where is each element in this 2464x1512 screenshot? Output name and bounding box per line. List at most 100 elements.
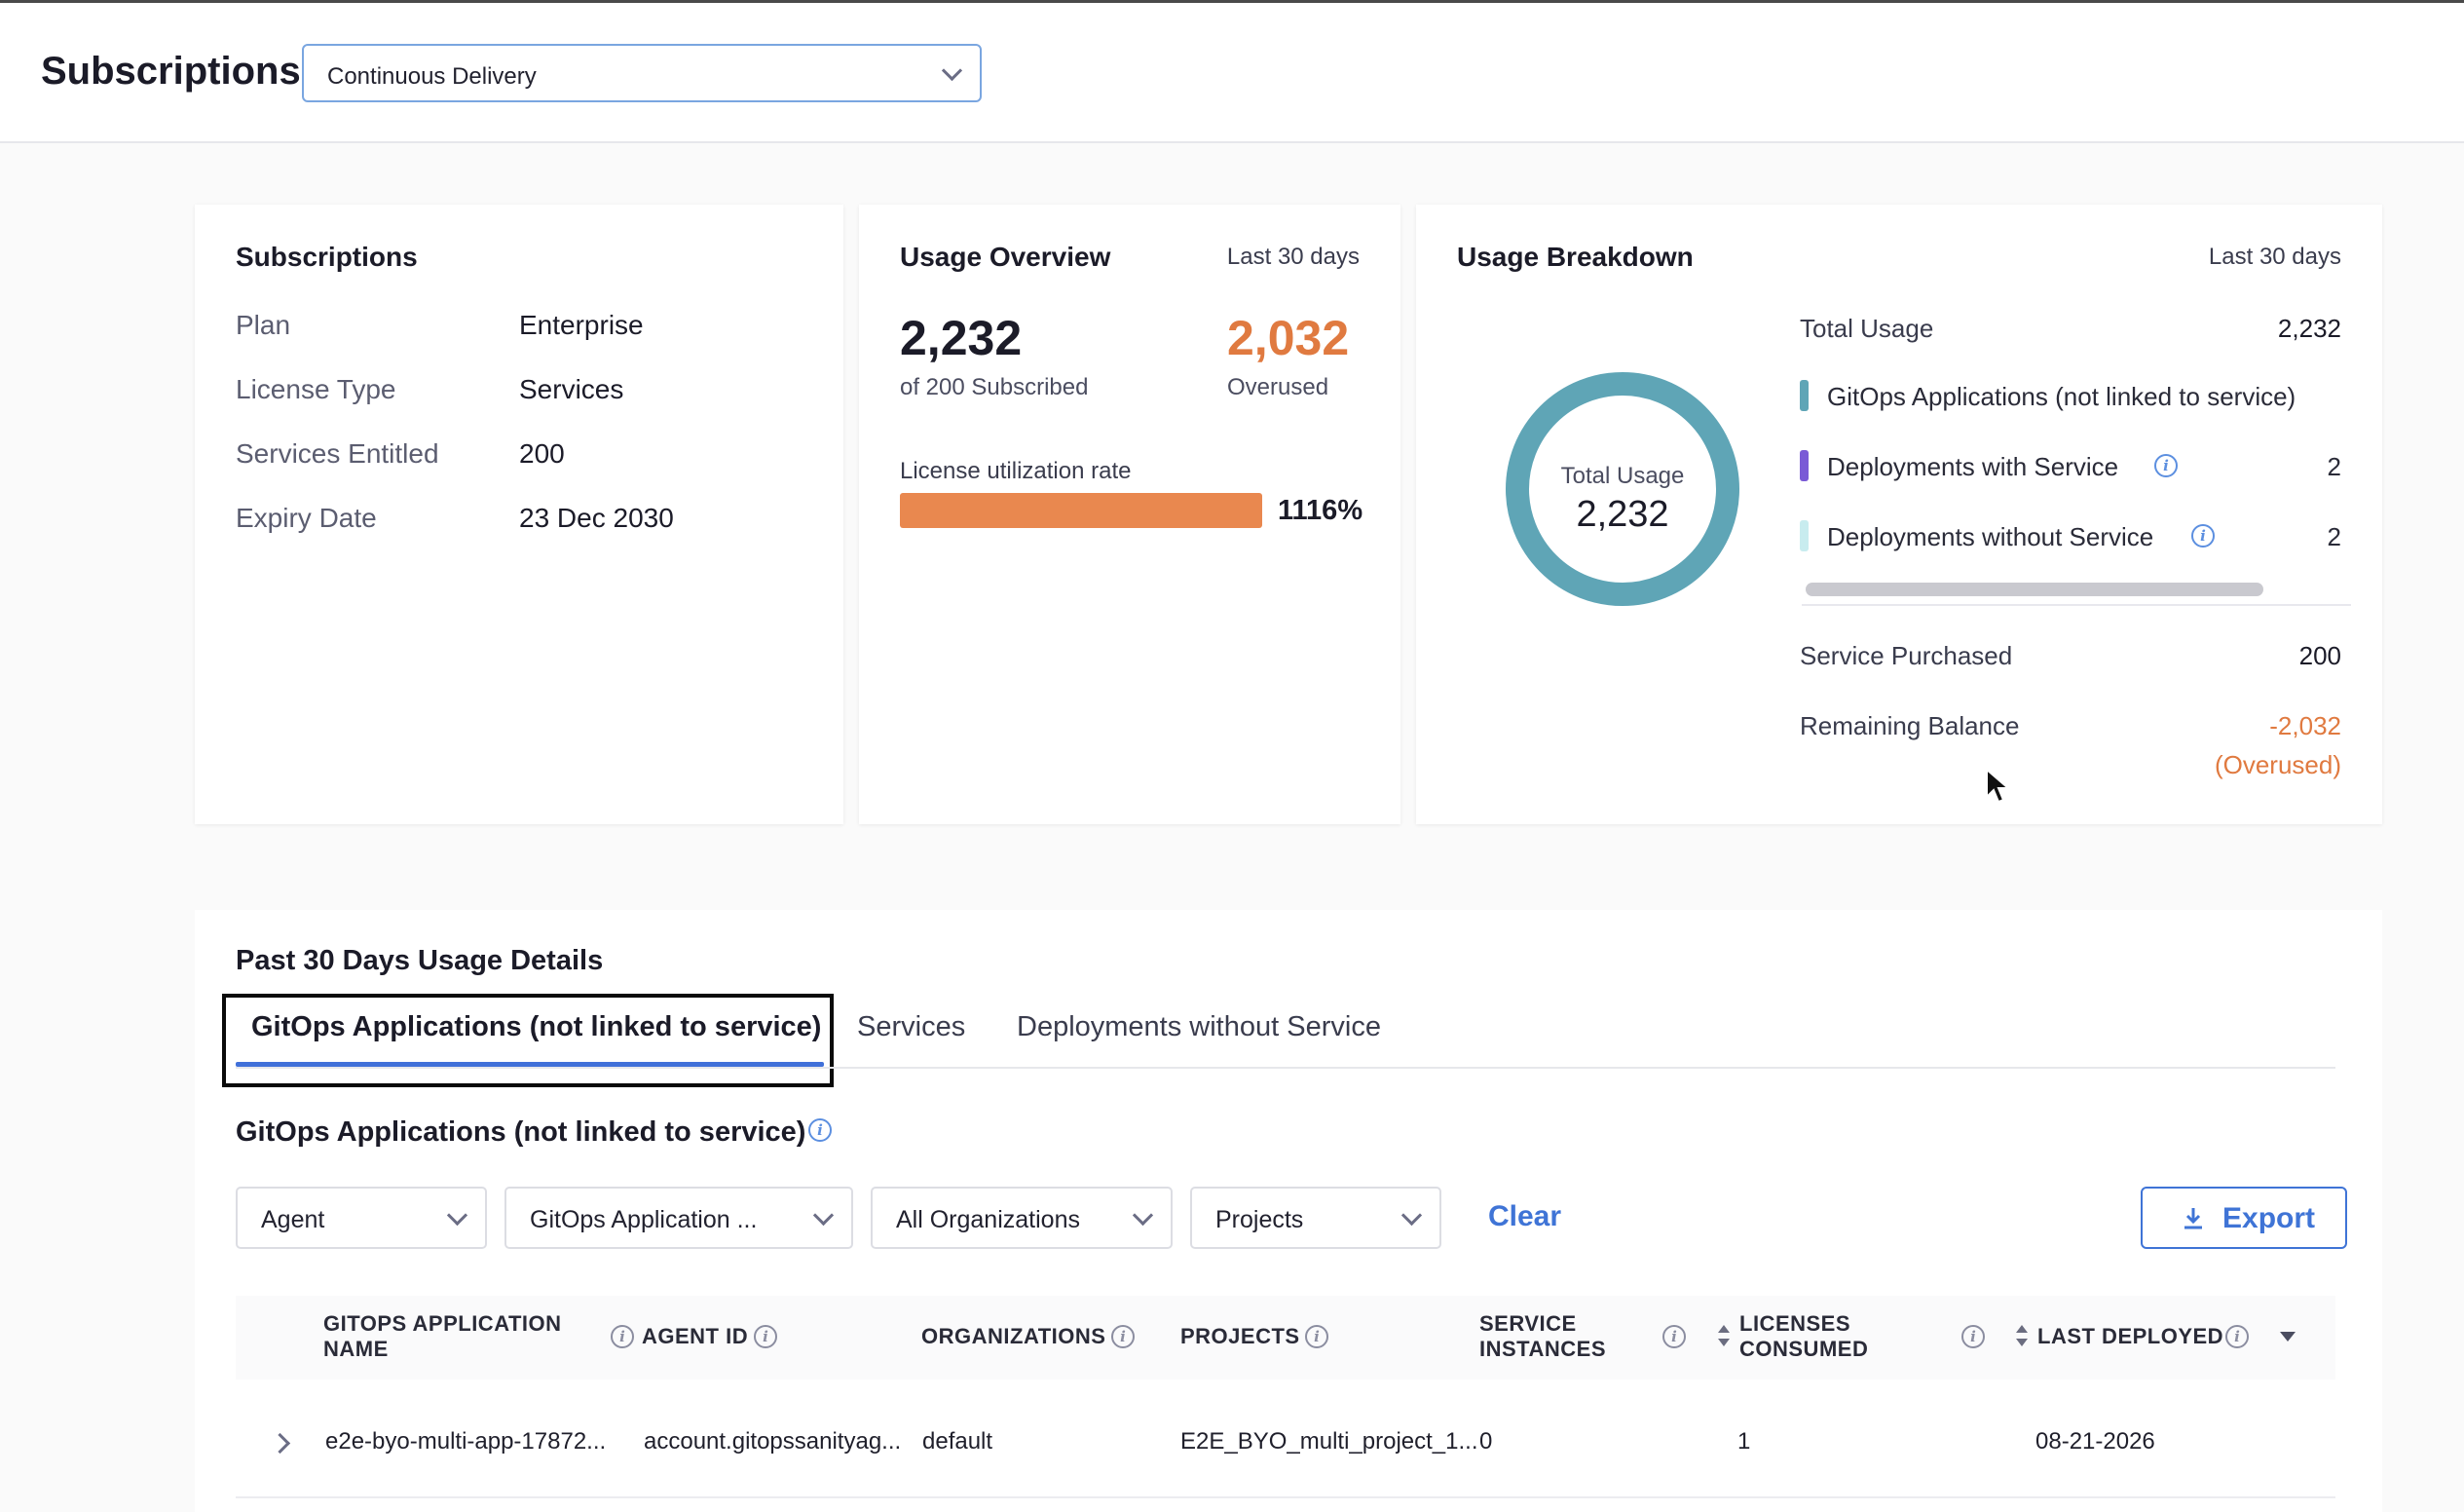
export-button[interactable]: Export — [2141, 1187, 2347, 1249]
overused-value: 2,032 — [1227, 311, 1350, 365]
window-top-border — [0, 0, 2464, 3]
info-icon[interactable]: i — [1662, 1325, 1686, 1348]
info-icon[interactable]: i — [2154, 454, 2178, 477]
page-title: Subscriptions — [41, 50, 301, 93]
tab-services[interactable]: Services — [857, 1011, 966, 1042]
caret-down-icon[interactable] — [2279, 1331, 2296, 1342]
legend-value-with-service: 2 — [2327, 452, 2341, 481]
agent-filter[interactable]: Agent — [236, 1187, 487, 1249]
donut-value: 2,232 — [1576, 494, 1668, 535]
legend-scrollbar[interactable] — [1802, 579, 2351, 606]
info-icon[interactable]: i — [808, 1118, 832, 1142]
active-tab-highlight-box — [222, 994, 834, 1087]
cell-licenses-consumed: 1 — [1737, 1428, 1751, 1455]
subscriptions-card-title: Subscriptions — [236, 242, 418, 272]
subscriptions-card: Subscriptions Plan Enterprise License Ty… — [195, 205, 843, 824]
column-header-agent-id[interactable]: AGENT ID — [642, 1324, 749, 1348]
column-header-licenses-consumed[interactable]: LICENSES CONSUMED — [1739, 1311, 1869, 1361]
column-header-organizations[interactable]: ORGANIZATIONS — [921, 1324, 1106, 1348]
overused-caption: Overused — [1227, 374, 1329, 400]
license-type-label: License Type — [236, 374, 396, 404]
total-usage-label: Total Usage — [1800, 314, 1934, 343]
usage-overview-title: Usage Overview — [900, 242, 1111, 272]
total-usage-value: 2,232 — [2277, 314, 2341, 343]
mouse-cursor-icon — [1986, 768, 2011, 804]
usage-breakdown-card: Usage Breakdown Last 30 days Total Usage… — [1416, 205, 2382, 824]
usage-breakdown-period: Last 30 days — [2208, 244, 2341, 270]
organizations-filter[interactable]: All Organizations — [871, 1187, 1173, 1249]
legend-swatch-gitops — [1800, 380, 1809, 411]
usage-donut-chart: Total Usage 2,232 — [1506, 372, 1739, 606]
used-caption: of 200 Subscribed — [900, 374, 1089, 400]
module-select-value: Continuous Delivery — [327, 63, 537, 90]
used-value: 2,232 — [900, 311, 1023, 365]
info-icon[interactable]: i — [611, 1325, 634, 1348]
details-title: Past 30 Days Usage Details — [236, 945, 604, 976]
chevron-down-icon — [1132, 1204, 1154, 1227]
legend-swatch-with-service — [1800, 450, 1809, 481]
utilization-bar-fill — [900, 493, 1262, 528]
download-icon — [2184, 1208, 2202, 1229]
chevron-down-icon — [812, 1204, 835, 1227]
page-header: Subscriptions Continuous Delivery — [0, 3, 2464, 143]
chevron-down-icon — [941, 59, 963, 82]
legend-label-with-service: Deployments with Service — [1827, 452, 2119, 481]
legend-label-without-service: Deployments without Service — [1827, 522, 2154, 551]
legend-label-gitops: GitOps Applications (not linked to servi… — [1827, 382, 2296, 411]
chevron-down-icon — [1400, 1204, 1423, 1227]
remaining-balance-note: (Overused) — [2214, 750, 2341, 779]
organizations-filter-label: All Organizations — [896, 1206, 1080, 1233]
column-header-projects[interactable]: PROJECTS — [1180, 1324, 1300, 1348]
cell-project: E2E_BYO_multi_project_1... — [1180, 1428, 1478, 1455]
clear-filters-link[interactable]: Clear — [1488, 1200, 1562, 1232]
info-icon[interactable]: i — [1961, 1325, 1985, 1348]
table-header — [236, 1296, 2335, 1380]
agent-filter-label: Agent — [261, 1206, 325, 1233]
plan-label: Plan — [236, 310, 291, 340]
usage-overview-period: Last 30 days — [1226, 244, 1360, 270]
projects-filter-label: Projects — [1215, 1206, 1304, 1233]
active-tab-underline — [236, 1062, 824, 1067]
info-icon[interactable]: i — [754, 1325, 777, 1348]
cell-organization: default — [922, 1428, 993, 1455]
cell-service-instances: 0 — [1479, 1428, 1493, 1455]
info-icon[interactable]: i — [1305, 1325, 1328, 1348]
column-header-last-deployed[interactable]: LAST DEPLOYED — [2037, 1324, 2224, 1348]
utilization-label: License utilization rate — [900, 458, 1132, 484]
export-button-label: Export — [2222, 1202, 2316, 1234]
table-row[interactable] — [236, 1395, 2335, 1498]
info-icon[interactable]: i — [2225, 1325, 2249, 1348]
legend-scrollbar-thumb[interactable] — [1806, 583, 2263, 596]
legend-swatch-without-service — [1800, 520, 1809, 551]
info-icon[interactable]: i — [1111, 1325, 1135, 1348]
module-select[interactable]: Continuous Delivery — [302, 44, 982, 102]
remaining-balance-value: -2,032 — [2269, 711, 2341, 740]
column-header-app-name[interactable]: GITOPS APPLICATION NAME — [323, 1311, 562, 1361]
cell-last-deployed: 08-21-2026 — [2035, 1428, 2155, 1455]
sort-icon[interactable] — [1716, 1323, 1732, 1348]
remaining-balance-label: Remaining Balance — [1800, 711, 2020, 740]
cell-app-name[interactable]: e2e-byo-multi-app-17872... — [325, 1428, 607, 1455]
utilization-bar — [900, 493, 1262, 528]
donut-ring — [1506, 372, 1739, 606]
section-title: GitOps Applications (not linked to servi… — [236, 1116, 806, 1148]
chevron-down-icon — [446, 1204, 468, 1227]
info-icon[interactable]: i — [2191, 524, 2215, 548]
tab-deployments-without-service[interactable]: Deployments without Service — [1017, 1011, 1381, 1042]
license-type-value: Services — [519, 374, 624, 404]
cell-agent-id: account.gitopssanityag... — [644, 1428, 902, 1455]
services-entitled-label: Services Entitled — [236, 438, 439, 469]
column-header-service-instances[interactable]: SERVICE INSTANCES — [1479, 1311, 1606, 1361]
tab-gitops-applications[interactable]: GitOps Applications (not linked to servi… — [251, 1011, 822, 1042]
projects-filter[interactable]: Projects — [1190, 1187, 1441, 1249]
gitops-application-filter[interactable]: GitOps Application ... — [504, 1187, 853, 1249]
legend-value-without-service: 2 — [2327, 522, 2341, 551]
services-entitled-value: 200 — [519, 438, 565, 469]
expiry-date-value: 23 Dec 2030 — [519, 503, 674, 533]
sort-icon[interactable] — [2014, 1323, 2030, 1348]
usage-breakdown-title: Usage Breakdown — [1457, 242, 1694, 272]
service-purchased-label: Service Purchased — [1800, 641, 2013, 670]
expiry-date-label: Expiry Date — [236, 503, 377, 533]
tab-divider — [236, 1067, 2335, 1069]
service-purchased-value: 200 — [2298, 641, 2341, 670]
